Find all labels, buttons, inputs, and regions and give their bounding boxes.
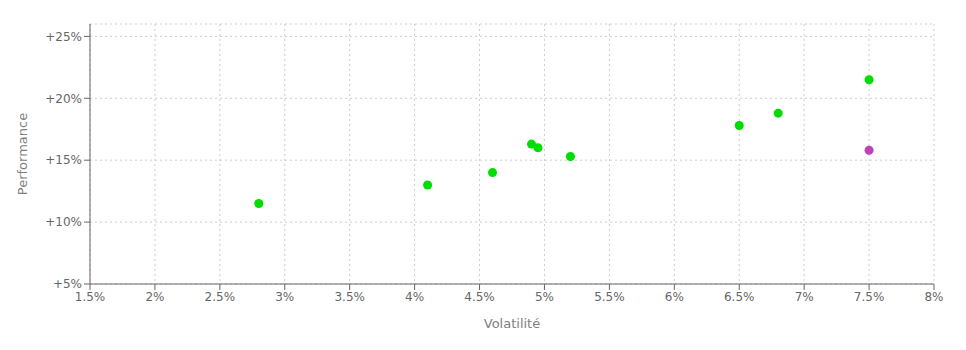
svg-text:4.5%: 4.5% [464, 290, 495, 304]
svg-text:Volatilité: Volatilité [484, 316, 540, 331]
svg-text:8%: 8% [924, 290, 943, 304]
svg-text:+5%: +5% [53, 277, 82, 291]
svg-text:5.5%: 5.5% [594, 290, 625, 304]
svg-text:2%: 2% [145, 290, 164, 304]
svg-text:2.5%: 2.5% [205, 290, 236, 304]
svg-text:7%: 7% [795, 290, 814, 304]
svg-text:5%: 5% [535, 290, 554, 304]
svg-text:+20%: +20% [45, 92, 82, 106]
svg-text:+10%: +10% [45, 215, 82, 229]
svg-text:+15%: +15% [45, 153, 82, 167]
svg-text:3.5%: 3.5% [334, 290, 365, 304]
svg-text:6.5%: 6.5% [724, 290, 755, 304]
svg-text:Performance: Performance [15, 113, 30, 195]
svg-text:4%: 4% [405, 290, 424, 304]
svg-text:3%: 3% [275, 290, 294, 304]
svg-text:+25%: +25% [45, 30, 82, 44]
svg-text:1.5%: 1.5% [75, 290, 106, 304]
svg-text:7.5%: 7.5% [854, 290, 885, 304]
svg-text:6%: 6% [665, 290, 684, 304]
